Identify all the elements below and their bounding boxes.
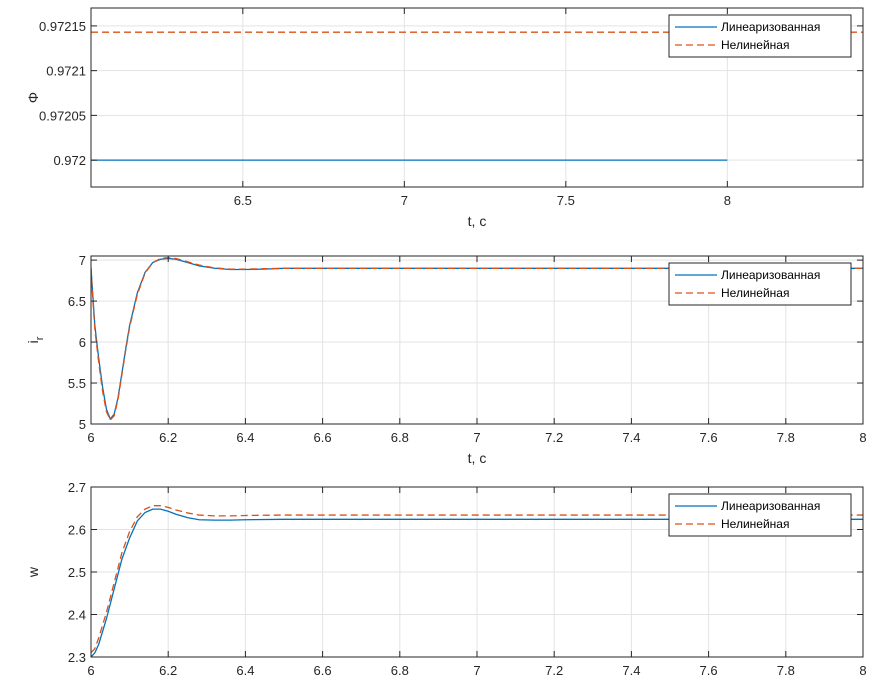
x-tick-label: 7.4	[622, 663, 640, 678]
x-tick-label: 6.8	[391, 430, 409, 445]
subplot-1: 6.5 7 7.5 8 0.972 0.97205 0.9721 0.97215 t, c Φ Ли…	[25, 7, 864, 229]
legend-entry-label: Линеаризованная	[721, 499, 820, 513]
subplot-3: 6 6.2 6.4 6.6 6.8 7 7.2 7.4 7.6 7.8 8 2.3 2.4 2.5 2.6 2…	[25, 480, 867, 678]
subplot-2: 6 6.2 6.4 6.6 6.8 7 7.2 7.4 7.6 7.8 8 5 5.5 6 6.5 7 t, c…	[25, 253, 867, 466]
series-line-linearized	[91, 508, 863, 657]
y-tick-label: 6.5	[68, 294, 86, 309]
x-tick-label: 7.8	[777, 430, 795, 445]
x-tick-label: 6.4	[236, 663, 254, 678]
legend-entry-label: Нелинейная	[721, 38, 789, 52]
y-tick-label: 5.5	[68, 376, 86, 391]
legend: Линеаризованная Нелинейная	[668, 493, 852, 537]
x-tick-label: 8	[724, 193, 731, 208]
y-tick-label: 2.5	[68, 565, 86, 580]
x-tick-label: 7.2	[545, 430, 563, 445]
y-axis-label-main: i	[25, 340, 41, 343]
y-axis-label: ir	[25, 336, 46, 343]
x-axis-label: t, c	[468, 450, 487, 466]
x-tick-label: 8	[859, 430, 866, 445]
x-tick-label: 7.2	[545, 663, 563, 678]
x-tick-label: 6.6	[314, 430, 332, 445]
legend: Линеаризованная Нелинейная	[668, 262, 852, 306]
y-axis-label-subscript: r	[34, 336, 46, 340]
x-tick-label: 7	[473, 663, 480, 678]
y-axis-label: Φ	[25, 92, 41, 103]
y-tick-label: 0.97215	[39, 19, 86, 34]
y-tick-label: 0.9721	[46, 64, 86, 79]
legend-box	[668, 14, 852, 58]
y-tick-label: 6	[79, 335, 86, 350]
x-tick-label: 6.6	[314, 663, 332, 678]
legend: Линеаризованная Нелинейная	[668, 14, 852, 58]
x-tick-label: 6.2	[159, 663, 177, 678]
axes-frame	[90, 7, 864, 188]
y-tick-label: 2.6	[68, 523, 86, 538]
x-tick-label: 6	[87, 430, 94, 445]
legend-entry-label: Нелинейная	[721, 517, 789, 531]
x-tick-label: 7.6	[700, 430, 718, 445]
x-tick-label: 6.4	[236, 430, 254, 445]
y-axis-label: w	[25, 566, 41, 578]
legend-entry-label: Линеаризованная	[721, 268, 820, 282]
x-tick-label: 7.5	[557, 193, 575, 208]
x-tick-label: 6.8	[391, 663, 409, 678]
x-tick-label: 7.8	[777, 663, 795, 678]
y-tick-label: 2.4	[68, 608, 86, 623]
y-tick-label: 0.972	[53, 153, 86, 168]
legend-box	[668, 262, 852, 306]
y-tick-label: 0.97205	[39, 108, 86, 123]
series-line-nonlinear	[91, 505, 863, 654]
legend-box	[668, 493, 852, 537]
x-tick-label: 6.5	[234, 193, 252, 208]
x-tick-label: 7.4	[622, 430, 640, 445]
y-tick-label: 2.3	[68, 650, 86, 665]
legend-entry-label: Нелинейная	[721, 286, 789, 300]
x-tick-label: 7	[401, 193, 408, 208]
y-tick-label: 5	[79, 417, 86, 432]
x-tick-label: 7.6	[700, 663, 718, 678]
series-line-nonlinear	[91, 256, 863, 422]
x-tick-label: 8	[859, 663, 866, 678]
y-tick-label: 7	[79, 253, 86, 268]
x-tick-label: 6	[87, 663, 94, 678]
x-axis-label: t, c	[468, 213, 487, 229]
legend-entry-label: Линеаризованная	[721, 20, 820, 34]
x-tick-label: 6.2	[159, 430, 177, 445]
x-tick-label: 7	[473, 430, 480, 445]
y-tick-label: 2.7	[68, 480, 86, 495]
